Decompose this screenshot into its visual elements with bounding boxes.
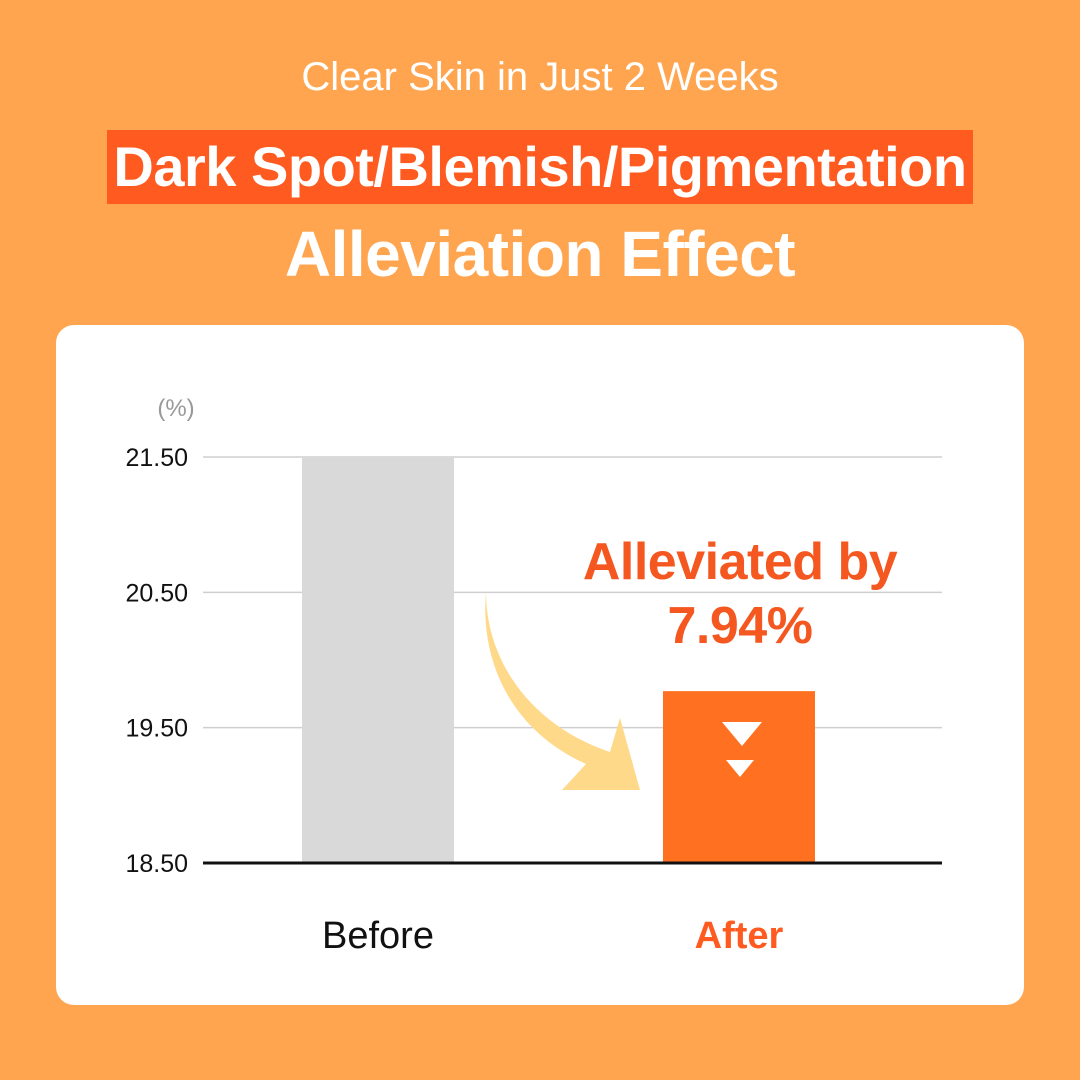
bar-after (663, 691, 815, 863)
highlight-title-wrap: Dark Spot/Blemish/Pigmentation (0, 130, 1080, 204)
y-tick-label: 18.50 (125, 850, 188, 878)
y-tick-labels: 21.50 20.50 19.50 18.50 (125, 444, 188, 878)
chart-card (56, 325, 1024, 1005)
down-arrow-icon (485, 592, 640, 790)
y-tick-label: 19.50 (125, 715, 188, 743)
y-axis-unit-label: (%) (157, 395, 194, 422)
x-label-after: After (695, 915, 784, 957)
x-label-before: Before (322, 915, 434, 957)
y-tick-label: 20.50 (125, 579, 188, 607)
alleviation-callout: Alleviated by 7.94% (540, 530, 940, 658)
double-down-triangle-icon (722, 722, 762, 777)
page-subtitle: Clear Skin in Just 2 Weeks (301, 55, 779, 99)
page-title: Alleviation Effect (284, 218, 796, 290)
x-tick-labels: Before After (322, 915, 784, 957)
callout-line-2: 7.94% (667, 597, 813, 655)
highlight-title: Dark Spot/Blemish/Pigmentation (107, 130, 973, 204)
bar-before (302, 457, 454, 863)
callout-line-1: Alleviated by (582, 533, 898, 591)
y-tick-label: 21.50 (125, 444, 188, 472)
bars (302, 457, 815, 863)
